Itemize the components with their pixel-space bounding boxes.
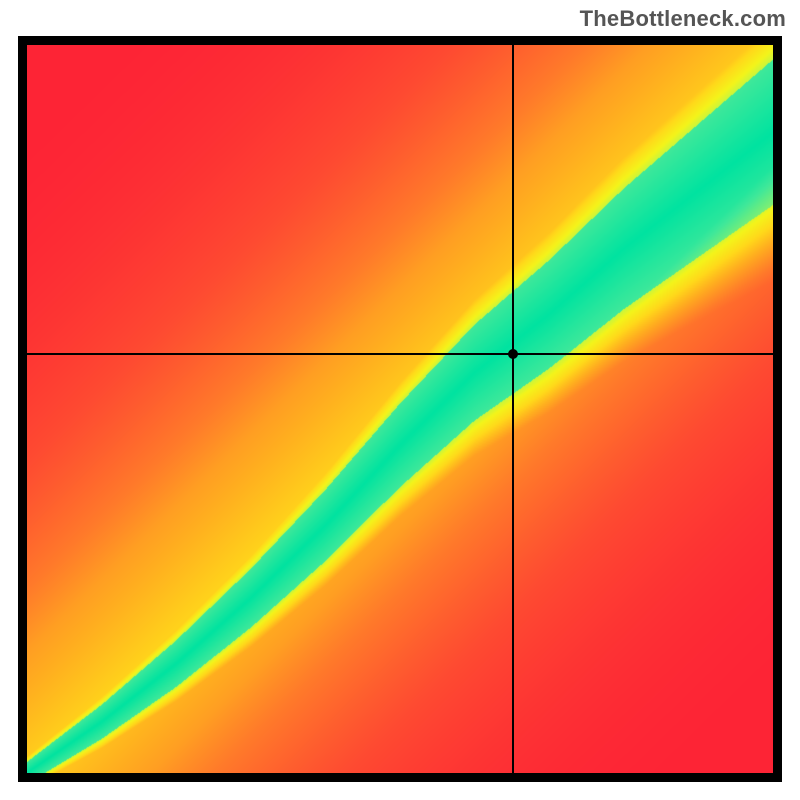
crosshair-horizontal <box>27 353 773 355</box>
plot-frame <box>18 36 782 782</box>
crosshair-vertical <box>512 45 514 773</box>
crosshair-dot <box>508 349 518 359</box>
plot-area <box>27 45 773 773</box>
heatmap-canvas <box>27 45 773 773</box>
attribution-text: TheBottleneck.com <box>580 6 786 32</box>
chart-container: TheBottleneck.com <box>0 0 800 800</box>
